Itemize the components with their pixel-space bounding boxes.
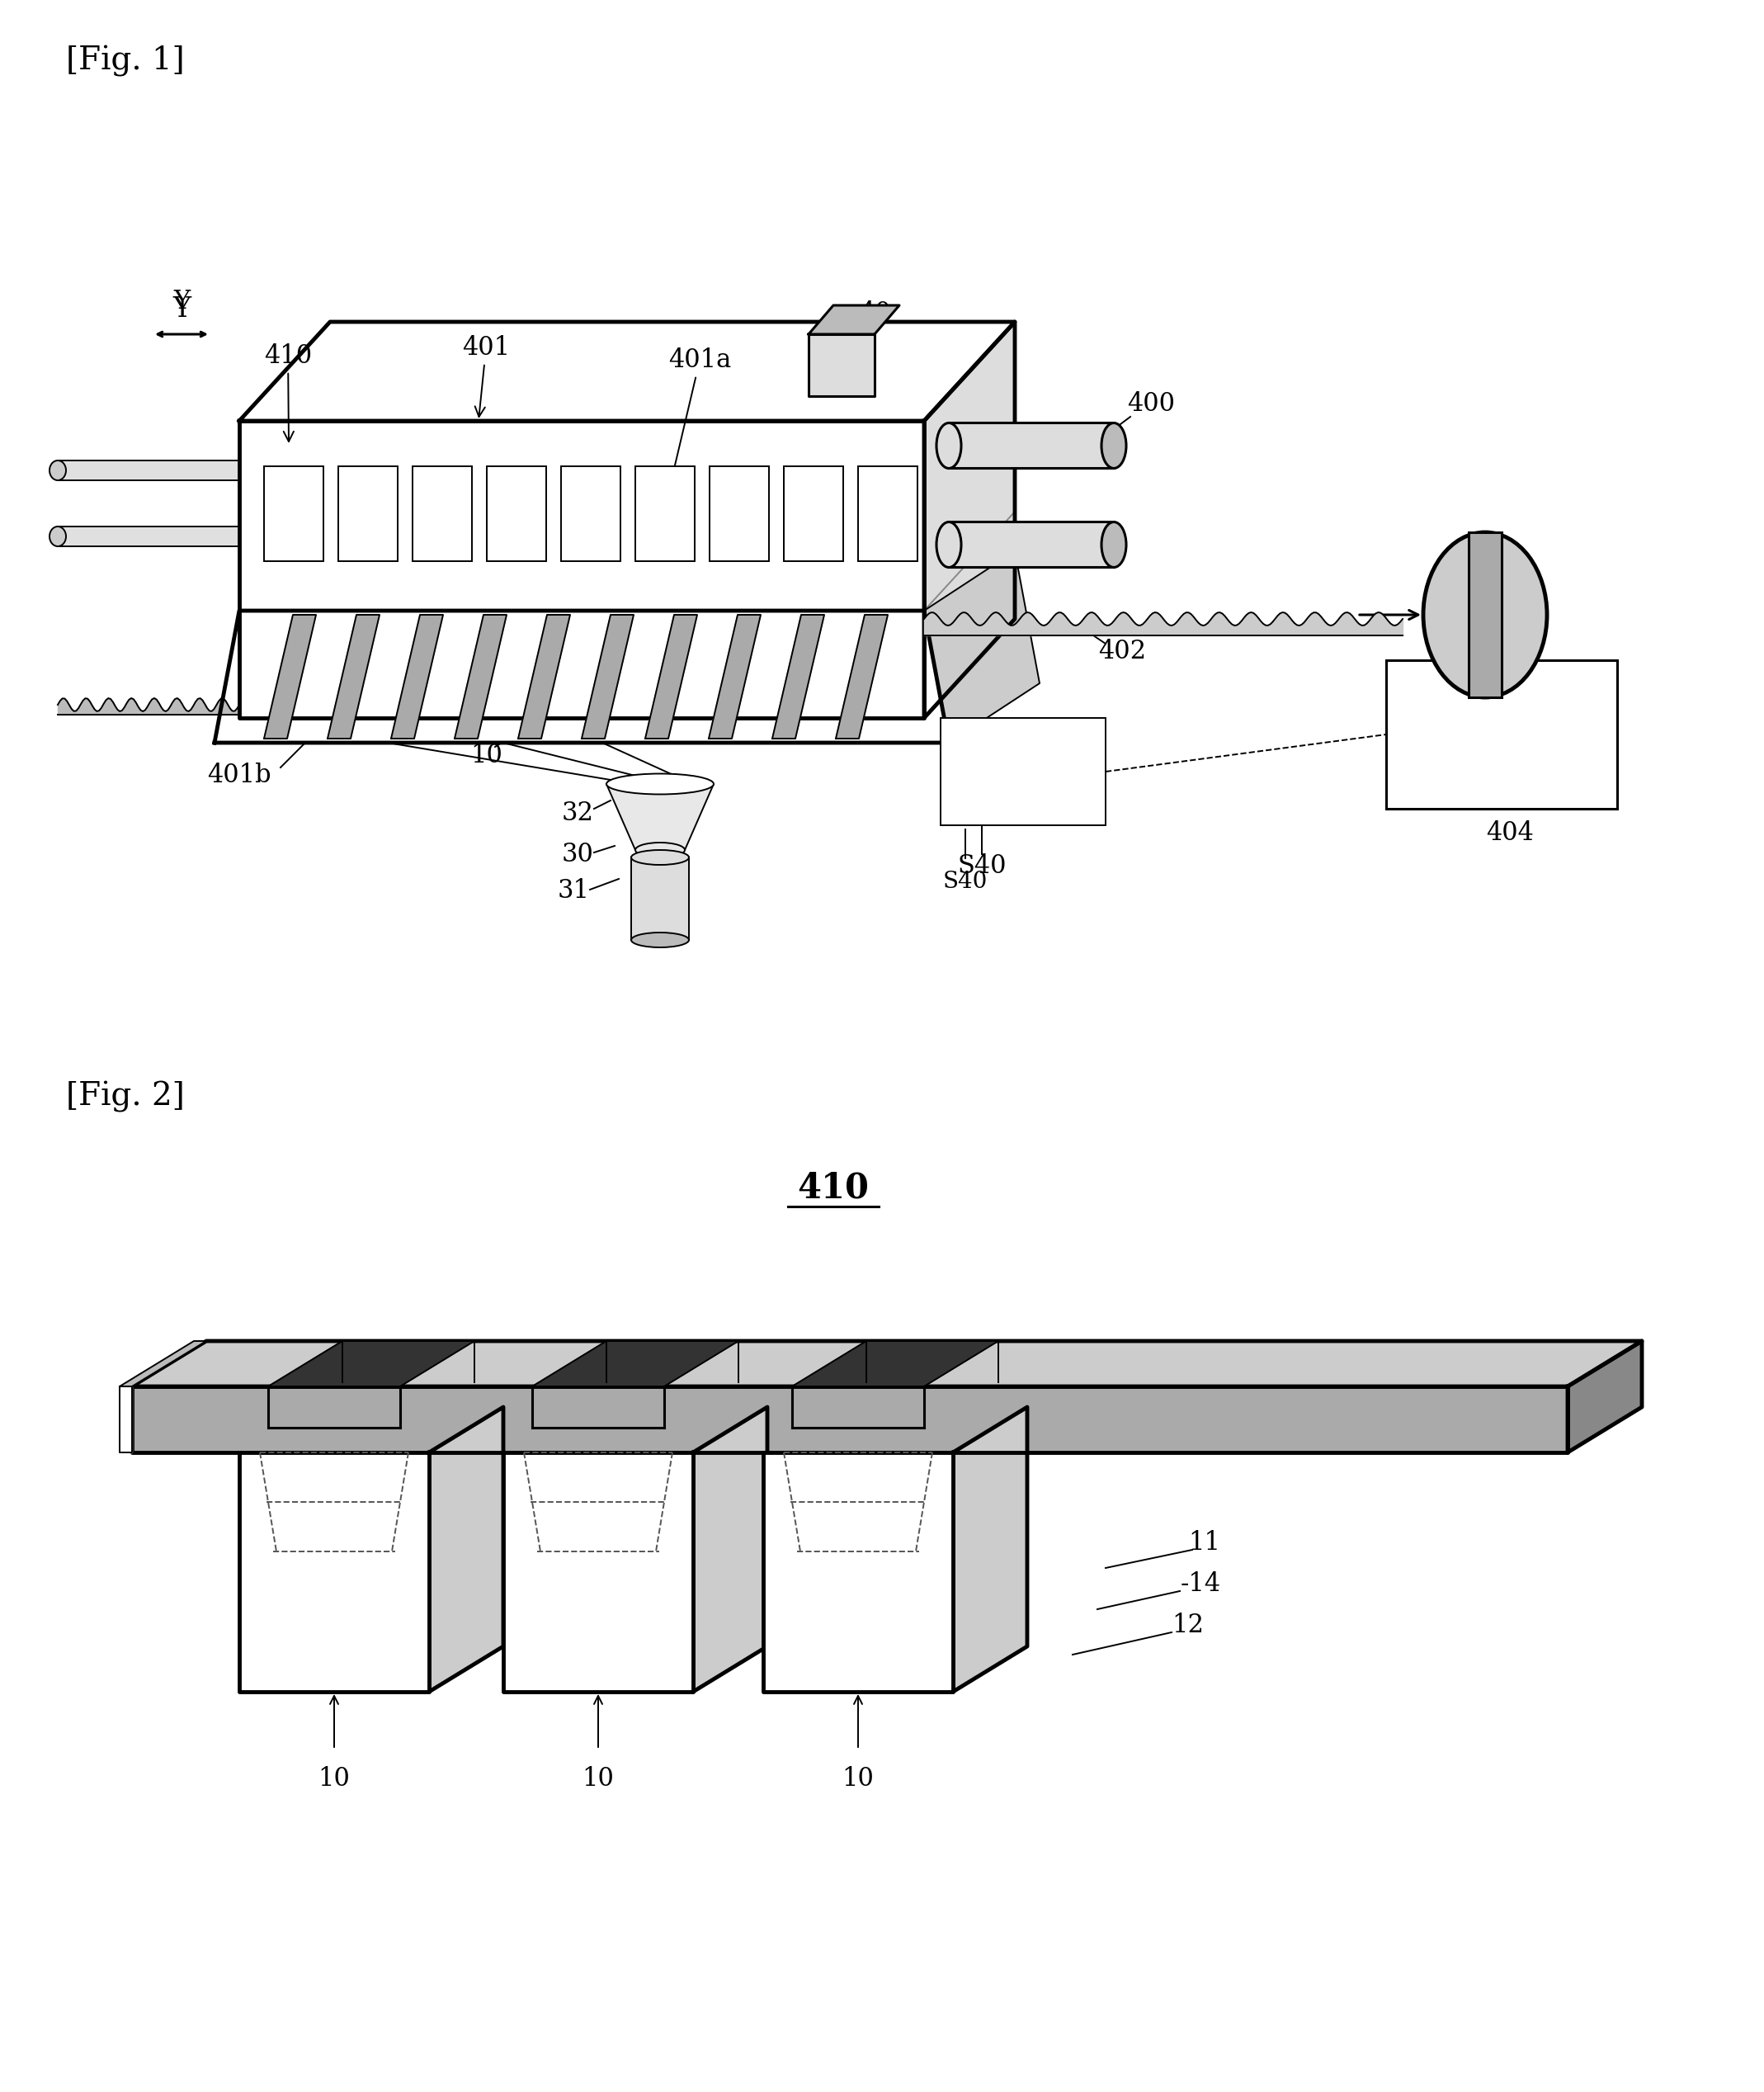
Polygon shape: [773, 615, 824, 738]
Ellipse shape: [937, 423, 961, 469]
Bar: [857, 467, 917, 561]
Bar: [783, 467, 843, 561]
Bar: [58, 527, 240, 546]
Text: 10: 10: [841, 1766, 875, 1791]
Bar: [1387, 661, 1618, 810]
Polygon shape: [265, 615, 316, 738]
Polygon shape: [503, 1452, 693, 1692]
Polygon shape: [392, 615, 443, 738]
Text: 32: 32: [561, 799, 594, 826]
Polygon shape: [953, 1408, 1027, 1692]
Polygon shape: [328, 615, 379, 738]
Text: S40: S40: [998, 759, 1048, 784]
Text: 401a: 401a: [658, 347, 732, 525]
Text: Y: Y: [173, 289, 191, 314]
Ellipse shape: [1101, 523, 1125, 567]
Bar: [635, 467, 695, 561]
Polygon shape: [533, 1341, 739, 1387]
Bar: [561, 467, 621, 561]
Polygon shape: [792, 1341, 998, 1387]
Polygon shape: [764, 1452, 953, 1692]
Bar: [949, 423, 1113, 469]
Text: 401: 401: [462, 335, 510, 416]
Polygon shape: [519, 615, 570, 738]
Ellipse shape: [1101, 423, 1125, 469]
Text: Y: Y: [173, 297, 191, 322]
Polygon shape: [924, 322, 1014, 718]
Text: [Fig. 2]: [Fig. 2]: [65, 1082, 185, 1113]
Text: 30: 30: [561, 841, 594, 866]
Text: 400: 400: [1127, 391, 1175, 416]
Ellipse shape: [937, 523, 961, 567]
Ellipse shape: [49, 460, 65, 481]
Polygon shape: [268, 1341, 475, 1387]
Polygon shape: [693, 1408, 767, 1692]
Polygon shape: [607, 784, 714, 849]
Polygon shape: [924, 552, 1039, 743]
Ellipse shape: [49, 527, 65, 546]
Text: S40: S40: [944, 870, 988, 893]
Bar: [487, 467, 547, 561]
Ellipse shape: [632, 849, 690, 864]
Polygon shape: [646, 615, 697, 738]
Text: 10: 10: [582, 1766, 614, 1791]
Text: controller: controller: [1439, 743, 1565, 768]
Polygon shape: [132, 1341, 1642, 1387]
Bar: [1469, 531, 1501, 697]
Polygon shape: [240, 1452, 429, 1692]
Text: 10: 10: [318, 1766, 351, 1791]
Text: S40: S40: [958, 854, 1007, 879]
Polygon shape: [836, 615, 887, 738]
Text: [Fig. 1]: [Fig. 1]: [65, 46, 185, 77]
Text: 11: 11: [1189, 1531, 1221, 1556]
Text: 12: 12: [1171, 1613, 1205, 1638]
Polygon shape: [240, 420, 924, 718]
Bar: [632, 858, 690, 939]
Polygon shape: [582, 615, 633, 738]
Bar: [940, 718, 1106, 824]
Polygon shape: [1568, 1341, 1642, 1452]
Text: 410: 410: [265, 343, 312, 441]
Polygon shape: [240, 322, 1014, 420]
Text: Motor: Motor: [1462, 709, 1540, 734]
Polygon shape: [455, 615, 506, 738]
Text: 10: 10: [471, 743, 503, 768]
Polygon shape: [132, 1387, 1568, 1452]
Text: 402: 402: [1099, 640, 1147, 665]
Bar: [709, 467, 769, 561]
Ellipse shape: [635, 843, 684, 858]
Ellipse shape: [607, 774, 714, 795]
Bar: [339, 467, 397, 561]
Polygon shape: [709, 615, 760, 738]
Text: 404: 404: [1485, 820, 1533, 847]
Polygon shape: [808, 335, 875, 395]
Polygon shape: [120, 1341, 206, 1387]
Bar: [949, 521, 1113, 567]
Text: 411: 411: [1173, 1406, 1221, 1433]
Text: 13: 13: [991, 1406, 1023, 1433]
Ellipse shape: [1424, 531, 1547, 697]
Text: 410: 410: [797, 1172, 870, 1205]
Bar: [413, 467, 473, 561]
Polygon shape: [120, 1387, 132, 1452]
Bar: [58, 460, 240, 481]
Text: 401b: 401b: [206, 764, 272, 789]
Polygon shape: [429, 1408, 503, 1692]
Polygon shape: [808, 305, 900, 335]
Text: 40: 40: [859, 301, 891, 326]
Polygon shape: [215, 611, 949, 743]
Bar: [265, 467, 323, 561]
Ellipse shape: [632, 933, 690, 948]
Text: 403: 403: [1485, 697, 1535, 722]
Text: -14: -14: [1180, 1571, 1221, 1598]
Text: 31: 31: [557, 879, 589, 904]
